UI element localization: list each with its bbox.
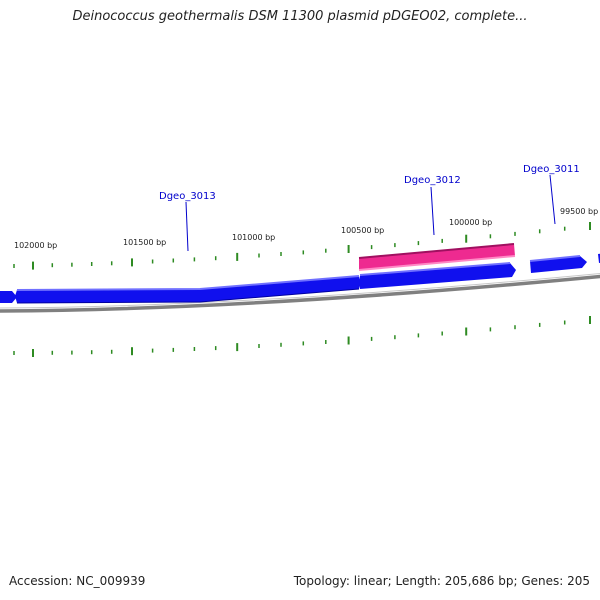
accession-text: Accession: NC_009939 (9, 574, 146, 588)
map-title: Deinococcus geothermalis DSM 11300 plasm… (72, 9, 528, 24)
gene-dgeo-3013[interactable] (15, 275, 361, 304)
gene-label-leader (185, 201, 189, 252)
gene-forward-below-dgeo-3012[interactable] (359, 262, 516, 289)
gene-dgeo-3012[interactable] (358, 243, 516, 271)
gene-label-dgeo-3011[interactable]: Dgeo_3011 (523, 164, 580, 175)
position-label: 99500 bp (560, 207, 598, 216)
position-label: 100500 bp (341, 226, 384, 235)
gene-dgeo-3011[interactable] (529, 255, 587, 273)
gene-left-fragment[interactable] (0, 291, 17, 303)
backbone-shadow (0, 272, 600, 309)
backbone-line (0, 274, 600, 313)
position-label: 101000 bp (232, 233, 275, 242)
position-label: 100000 bp (449, 218, 492, 227)
topology-summary: Topology: linear; Length: 205,686 bp; Ge… (293, 574, 590, 588)
position-ticks-bottom (13, 316, 591, 357)
position-label: 101500 bp (123, 238, 166, 247)
position-label: 102000 bp (14, 241, 57, 250)
position-ticks-top (13, 222, 591, 270)
gene-label-leader (430, 186, 435, 236)
gene-label-dgeo-3012[interactable]: Dgeo_3012 (404, 175, 461, 186)
gene-label-dgeo-3013[interactable]: Dgeo_3013 (159, 191, 216, 202)
gene-label-leader (549, 174, 556, 225)
